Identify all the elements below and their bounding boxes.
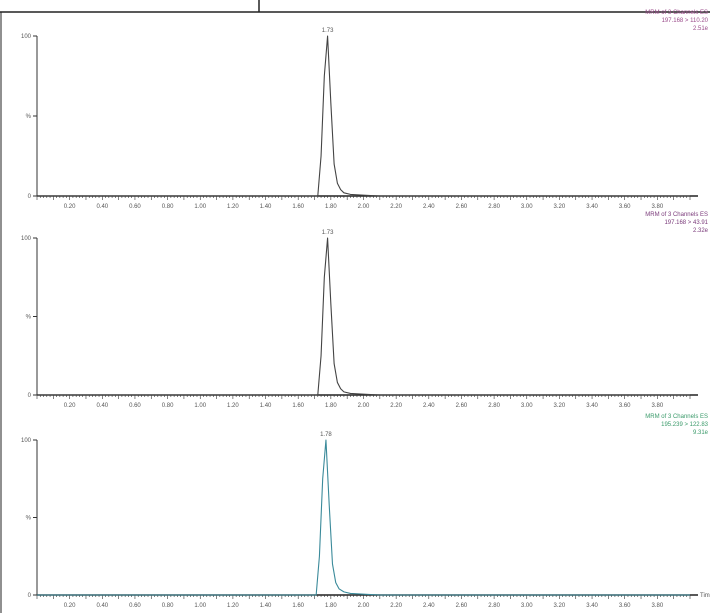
series-line-1 bbox=[37, 237, 690, 396]
x-tick-label: 2.40 bbox=[423, 204, 435, 210]
x-tick-label: 2.80 bbox=[488, 603, 500, 609]
x-tick-label: 3.40 bbox=[586, 603, 598, 609]
x-tick-label: 1.20 bbox=[227, 403, 239, 409]
x-tick-label: 3.00 bbox=[521, 403, 533, 409]
channel-info-line-1: MRM of 3 Channels ES bbox=[645, 212, 708, 218]
chromatogram-panel-3: 100% 0 0.20 0.40 0.60 0.80 1.00 1.20 1.40 1.60 1.8… bbox=[21, 414, 710, 609]
x-tick-label: 2.20 bbox=[390, 204, 402, 210]
x-tick-label: 3.60 bbox=[619, 204, 631, 210]
y-tick-label: 100 bbox=[21, 34, 32, 40]
x-tick-label: 1.00 bbox=[194, 204, 206, 210]
x-tick-label: 3.60 bbox=[619, 603, 631, 609]
x-tick-label: 0.80 bbox=[162, 403, 174, 409]
x-tick-label: 2.80 bbox=[488, 403, 500, 409]
y-tick-label: 100 bbox=[21, 236, 32, 242]
x-tick-label: 3.40 bbox=[586, 403, 598, 409]
channel-info-line-2: 197.168 > 43.91 bbox=[664, 220, 708, 226]
channel-info-line-2: 197.168 > 110.20 bbox=[662, 18, 709, 24]
x-tick-label: 3.40 bbox=[586, 204, 598, 210]
x-tick-label: 2.20 bbox=[390, 403, 402, 409]
chromatogram-panel-1: 100% 0 0.20 0.40 0.60 0.80 1.00 1.20 1.40 1.60 1.8… bbox=[21, 10, 709, 210]
x-tick-label: 0.20 bbox=[64, 603, 76, 609]
x-tick-label: 0.80 bbox=[162, 204, 174, 210]
x-tick-label: 3.20 bbox=[554, 403, 566, 409]
x-tick-label: 2.20 bbox=[390, 603, 402, 609]
y-tick-label: % bbox=[26, 315, 32, 321]
x-tick-label: 0.40 bbox=[96, 204, 108, 210]
chromatogram-panel-2: 100% 0 0.20 0.40 0.60 0.80 1.00 1.20 1.40 1.60 1.8… bbox=[21, 212, 709, 409]
x-tick-label: 1.60 bbox=[292, 403, 304, 409]
x-tick-label: 1.40 bbox=[260, 603, 272, 609]
x-tick-label: 0.60 bbox=[129, 204, 141, 210]
x-tick-label: 0.60 bbox=[129, 403, 141, 409]
x-tick-label: 3.80 bbox=[652, 403, 664, 409]
x-tick-label: 2.80 bbox=[488, 204, 500, 210]
x-tick-label: 2.40 bbox=[423, 403, 435, 409]
x-tick-label: 3.20 bbox=[554, 204, 566, 210]
x-tick-label: 1.80 bbox=[325, 204, 337, 210]
x-axis-label: Time bbox=[700, 593, 710, 599]
x-tick-label: 1.80 bbox=[325, 603, 337, 609]
x-tick-label: 1.40 bbox=[260, 403, 272, 409]
x-tick-label: 1.60 bbox=[292, 603, 304, 609]
x-tick-label: 0.40 bbox=[96, 603, 108, 609]
y-tick-label: 0 bbox=[28, 194, 32, 200]
y-tick-label: 0 bbox=[28, 593, 32, 599]
peak-label: 1.73 bbox=[322, 28, 334, 34]
x-tick-label: 1.60 bbox=[292, 204, 304, 210]
x-tick-label: 1.20 bbox=[227, 603, 239, 609]
y-tick-label: % bbox=[26, 114, 32, 120]
x-tick-label: 2.60 bbox=[456, 603, 468, 609]
y-tick-label: 100 bbox=[21, 438, 32, 444]
channel-info-line-3: 2.32e bbox=[693, 228, 709, 234]
series-line-1 bbox=[37, 35, 690, 197]
x-tick-label: 3.60 bbox=[619, 403, 631, 409]
x-tick-label: 3.80 bbox=[652, 603, 664, 609]
y-tick-label: 0 bbox=[28, 393, 32, 399]
peak-label: 1.73 bbox=[322, 230, 334, 236]
x-tick-label: 0.20 bbox=[64, 204, 76, 210]
x-tick-label: 0.80 bbox=[162, 603, 174, 609]
x-tick-label: 0.40 bbox=[96, 403, 108, 409]
x-tick-label: 1.00 bbox=[194, 603, 206, 609]
channel-info-line-3: 2.51e bbox=[693, 26, 709, 32]
x-tick-label: 0.60 bbox=[129, 603, 141, 609]
channel-info-line-1: MRM of 3 Channels ES bbox=[645, 414, 708, 420]
x-tick-label: 2.60 bbox=[456, 204, 468, 210]
peak-label: 1.78 bbox=[320, 432, 332, 438]
channel-info-line-1: MRM of 3 Channels ES bbox=[645, 10, 708, 16]
x-tick-label: 1.00 bbox=[194, 403, 206, 409]
x-tick-label: 3.00 bbox=[521, 603, 533, 609]
panels: 100% 0 0.20 0.40 0.60 0.80 1.00 1.20 1.40 1.60 1.8… bbox=[21, 10, 710, 609]
x-tick-label: 3.00 bbox=[521, 204, 533, 210]
x-tick-label: 2.60 bbox=[456, 403, 468, 409]
x-tick-label: 1.20 bbox=[227, 204, 239, 210]
x-tick-label: 3.80 bbox=[652, 204, 664, 210]
x-tick-label: 1.40 bbox=[260, 204, 272, 210]
y-tick-label: % bbox=[26, 516, 32, 522]
series-line-1 bbox=[37, 439, 690, 596]
x-tick-label: 2.00 bbox=[358, 603, 370, 609]
x-tick-label: 2.00 bbox=[358, 403, 370, 409]
x-tick-label: 3.20 bbox=[554, 603, 566, 609]
x-tick-label: 2.40 bbox=[423, 603, 435, 609]
x-tick-label: 0.20 bbox=[64, 403, 76, 409]
channel-info-line-3: 9.31e bbox=[693, 430, 709, 436]
channel-info-line-2: 195.239 > 122.83 bbox=[661, 422, 709, 428]
x-tick-label: 1.80 bbox=[325, 403, 337, 409]
x-tick-label: 2.00 bbox=[358, 204, 370, 210]
